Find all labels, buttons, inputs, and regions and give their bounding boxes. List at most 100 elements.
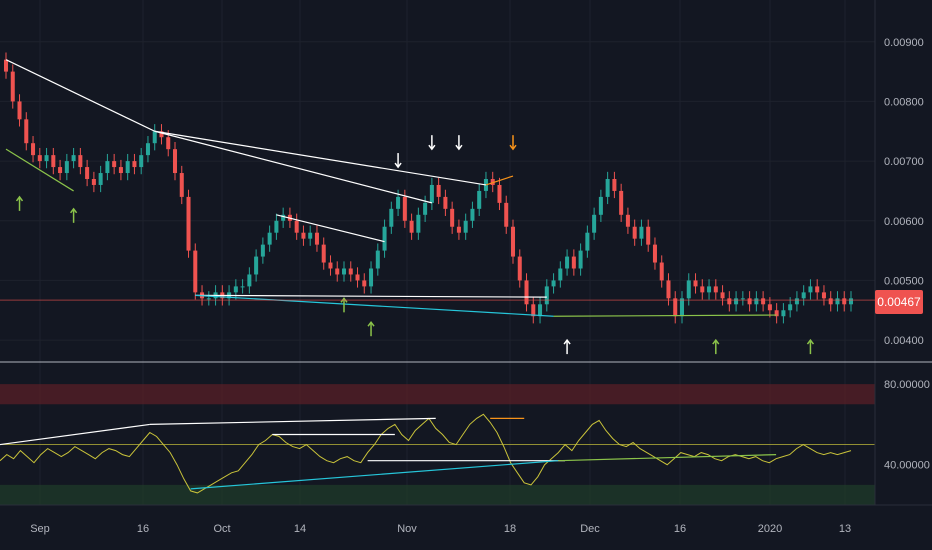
candle-body — [619, 190, 624, 215]
candle-body — [416, 214, 421, 233]
candle-body — [679, 298, 685, 317]
rsi-line — [0, 413, 852, 494]
candle-body — [693, 280, 698, 287]
candle-body — [632, 226, 637, 239]
signal-arrows — [15, 135, 815, 355]
candle-body — [58, 167, 63, 174]
overbought-band — [0, 384, 875, 405]
candle-body — [443, 196, 448, 209]
candle-body — [517, 256, 522, 281]
candle-body — [835, 298, 840, 305]
trendline-green — [553, 314, 777, 317]
candle-body — [85, 167, 90, 179]
candle-body — [402, 196, 407, 221]
candle-body — [794, 298, 799, 305]
arrow-down-icon — [428, 144, 436, 151]
rsi-trendline-teal — [190, 460, 559, 490]
candle-body — [686, 280, 691, 299]
candle-body — [186, 196, 191, 251]
candle-body — [301, 232, 306, 239]
time-tick-label: 16 — [674, 523, 686, 535]
candle-body — [524, 280, 529, 305]
candle-body — [477, 190, 482, 209]
candle-body — [341, 268, 347, 275]
candle-body — [233, 286, 238, 293]
oversold-band — [0, 484, 875, 505]
candle-body — [558, 268, 563, 281]
candle-body — [98, 173, 103, 185]
candle-body — [355, 274, 360, 281]
time-tick-label: 18 — [504, 523, 516, 535]
rsi-series — [0, 413, 852, 494]
time-tick-label: 16 — [137, 523, 149, 535]
candle-body — [808, 286, 813, 293]
candle-body — [761, 298, 766, 305]
arrow-down-icon — [455, 144, 463, 151]
arrow-up-icon — [340, 297, 348, 303]
candle-body — [206, 298, 211, 300]
candle-body — [788, 304, 793, 311]
candle-body — [767, 304, 772, 311]
candle-body — [490, 179, 495, 185]
candle-body — [713, 286, 718, 293]
candle-body — [369, 268, 374, 287]
rsi-trendline-white — [0, 423, 150, 446]
rsi-tick-label: 80.00000 — [884, 379, 930, 391]
time-tick-label: 13 — [839, 523, 851, 535]
candle-body — [281, 214, 286, 221]
candle-body — [10, 71, 15, 102]
candle-body — [720, 292, 725, 299]
candle-body — [294, 220, 299, 233]
candle-body — [139, 155, 144, 168]
candle-body — [274, 220, 279, 233]
candle-body — [429, 184, 434, 203]
candle-body — [362, 280, 367, 287]
trendline-white — [276, 214, 385, 243]
candle-body — [314, 232, 319, 245]
candle-body — [166, 137, 171, 150]
candle-body — [254, 256, 259, 275]
arrow-down-icon — [509, 144, 517, 151]
candle-body — [91, 179, 96, 185]
candle-body — [585, 232, 590, 251]
candle-body — [625, 214, 630, 227]
candle-body — [423, 202, 428, 215]
trendline-white — [5, 59, 155, 132]
candle-body — [152, 131, 157, 144]
candle-body — [382, 226, 387, 251]
candle-body — [774, 310, 779, 317]
candle-body — [247, 274, 252, 287]
time-tick-label: Dec — [580, 523, 600, 535]
candle-body — [652, 244, 657, 263]
candle-body — [747, 298, 752, 305]
candle-body — [71, 155, 76, 162]
rsi-bands — [0, 384, 875, 505]
candle-body — [801, 292, 806, 299]
candle-body — [193, 250, 198, 293]
time-tick-label: Oct — [213, 523, 230, 535]
candle-body — [848, 298, 854, 305]
time-tick-label: Nov — [397, 523, 417, 535]
grid-lines — [0, 0, 875, 505]
candle-body — [598, 196, 603, 215]
arrow-down-icon — [394, 162, 402, 169]
candle-body — [612, 179, 617, 191]
candle-body — [389, 208, 394, 227]
candle-body — [659, 262, 664, 281]
price-tick-label: 0.00500 — [884, 275, 924, 287]
candle-body — [17, 101, 22, 120]
candle-body — [436, 184, 441, 197]
candle-body — [267, 232, 272, 245]
candle-body — [592, 214, 597, 233]
candle-body — [450, 208, 455, 227]
axes: 0.00900 0.00800 0.00700 0.00600 0.00500 0.004… — [0, 0, 932, 535]
candlestick-series — [3, 52, 854, 324]
candle-body — [3, 59, 9, 72]
candle-body — [470, 208, 475, 221]
candle-body — [112, 161, 117, 168]
candle-body — [348, 268, 353, 275]
trendline-orange — [485, 175, 514, 186]
candle-body — [335, 268, 340, 275]
candle-body — [260, 244, 265, 257]
